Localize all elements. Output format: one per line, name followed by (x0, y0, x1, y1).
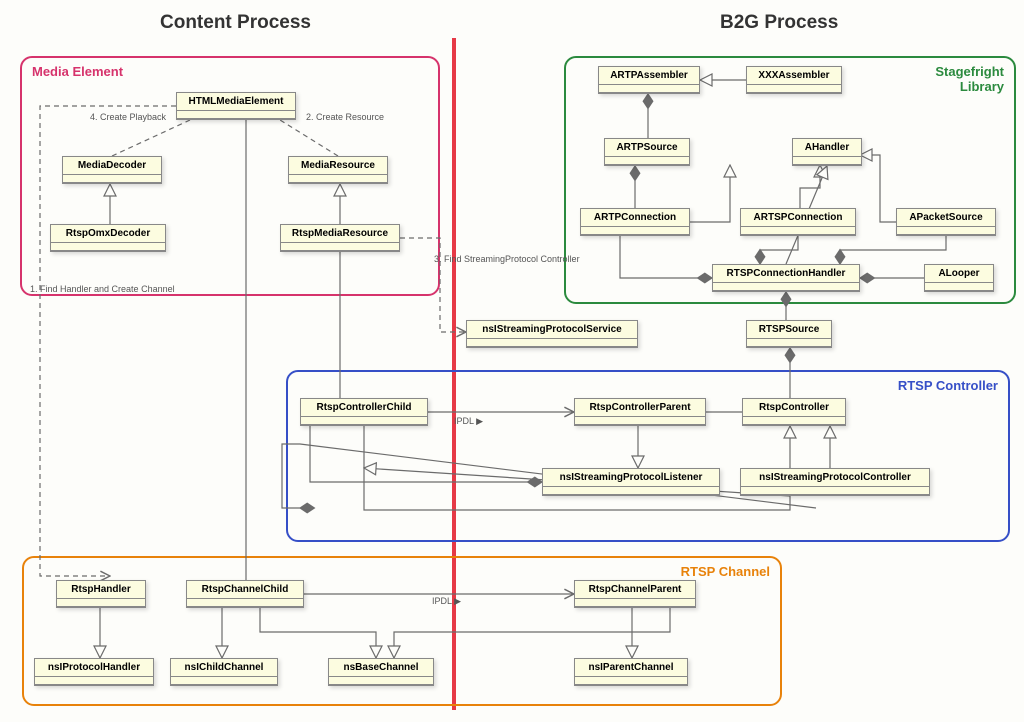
uml-artp-conn: ARTPConnection (580, 208, 690, 236)
group-label-media: Media Element (32, 64, 123, 79)
uml-rtsp-handler: RtspHandler (56, 580, 146, 608)
note-n2: 2. Create Resource (306, 112, 384, 122)
uml-rtsp-conn-handler: RTSPConnectionHandler (712, 264, 860, 292)
uml-rtsp-ctrl-parent: RtspControllerParent (574, 398, 706, 426)
uml-artp-assembler: ARTPAssembler (598, 66, 700, 94)
uml-label: nsIChildChannel (171, 659, 277, 677)
group-rtsp-controller: RTSP Controller (286, 370, 1010, 542)
uml-label: RtspOmxDecoder (51, 225, 165, 243)
uml-label: nsBaseChannel (329, 659, 433, 677)
uml-label: MediaDecoder (63, 157, 161, 175)
uml-media-resource: MediaResource (288, 156, 388, 184)
uml-nsi-controller: nsIStreamingProtocolController (740, 468, 930, 496)
title-b2g-process: B2G Process (720, 12, 838, 34)
uml-label: nsIStreamingProtocolListener (543, 469, 719, 487)
uml-label: RtspControllerParent (575, 399, 705, 417)
uml-apacket: APacketSource (896, 208, 996, 236)
uml-rtsp-ctrl: RtspController (742, 398, 846, 426)
uml-ns-base-ch: nsBaseChannel (328, 658, 434, 686)
uml-label: RtspController (743, 399, 845, 417)
uml-artp-source: ARTPSource (604, 138, 690, 166)
uml-xxx-assembler: XXXAssembler (746, 66, 842, 94)
uml-label: RtspHandler (57, 581, 145, 599)
uml-label: MediaResource (289, 157, 387, 175)
note-ipdl1: IPDL ▶ (454, 416, 483, 427)
uml-media-decoder: MediaDecoder (62, 156, 162, 184)
uml-label: ARTPSource (605, 139, 689, 157)
uml-label: AHandler (793, 139, 861, 157)
uml-label: ALooper (925, 265, 993, 283)
uml-label: nsIProtocolHandler (35, 659, 153, 677)
uml-label: nsIParentChannel (575, 659, 687, 677)
note-n3: 3. Find StreamingProtocol Controller (434, 254, 580, 264)
uml-label: RtspControllerChild (301, 399, 427, 417)
note-ipdl2: IPDL ▶ (432, 596, 461, 607)
uml-html-media: HTMLMediaElement (176, 92, 296, 120)
uml-rtsp-omx: RtspOmxDecoder (50, 224, 166, 252)
uml-label: HTMLMediaElement (177, 93, 295, 111)
group-label-controller: RTSP Controller (898, 378, 998, 393)
uml-rtsp-ctrl-child: RtspControllerChild (300, 398, 428, 426)
uml-alooper: ALooper (924, 264, 994, 292)
uml-nsi-listener: nsIStreamingProtocolListener (542, 468, 720, 496)
uml-rtsp-ch-parent: RtspChannelParent (574, 580, 696, 608)
uml-nsi-parent-ch: nsIParentChannel (574, 658, 688, 686)
uml-label: RTSPSource (747, 321, 831, 339)
uml-label: nsIStreamingProtocolService (467, 321, 637, 339)
uml-nsi-child-ch: nsIChildChannel (170, 658, 278, 686)
uml-ahandler: AHandler (792, 138, 862, 166)
note-n4: 4. Create Playback (90, 112, 166, 122)
uml-label: ARTPConnection (581, 209, 689, 227)
title-content-process: Content Process (160, 12, 311, 34)
uml-label: RtspChannelParent (575, 581, 695, 599)
uml-rtsp-source: RTSPSource (746, 320, 832, 348)
uml-label: XXXAssembler (747, 67, 841, 85)
group-label-channel: RTSP Channel (681, 564, 770, 579)
uml-label: RTSPConnectionHandler (713, 265, 859, 283)
uml-nsi-proto-handler: nsIProtocolHandler (34, 658, 154, 686)
uml-rtsp-media-res: RtspMediaResource (280, 224, 400, 252)
uml-nsi-protocol-svc: nsIStreamingProtocolService (466, 320, 638, 348)
uml-rtsp-ch-child: RtspChannelChild (186, 580, 304, 608)
uml-label: ARTSPConnection (741, 209, 855, 227)
uml-artsp-conn: ARTSPConnection (740, 208, 856, 236)
uml-label: nsIStreamingProtocolController (741, 469, 929, 487)
note-n1: 1. Find Handler and Create Channel (30, 284, 175, 294)
uml-label: RtspMediaResource (281, 225, 399, 243)
uml-label: RtspChannelChild (187, 581, 303, 599)
group-label-stagefright: Stagefright Library (904, 64, 1004, 94)
uml-label: APacketSource (897, 209, 995, 227)
uml-label: ARTPAssembler (599, 67, 699, 85)
